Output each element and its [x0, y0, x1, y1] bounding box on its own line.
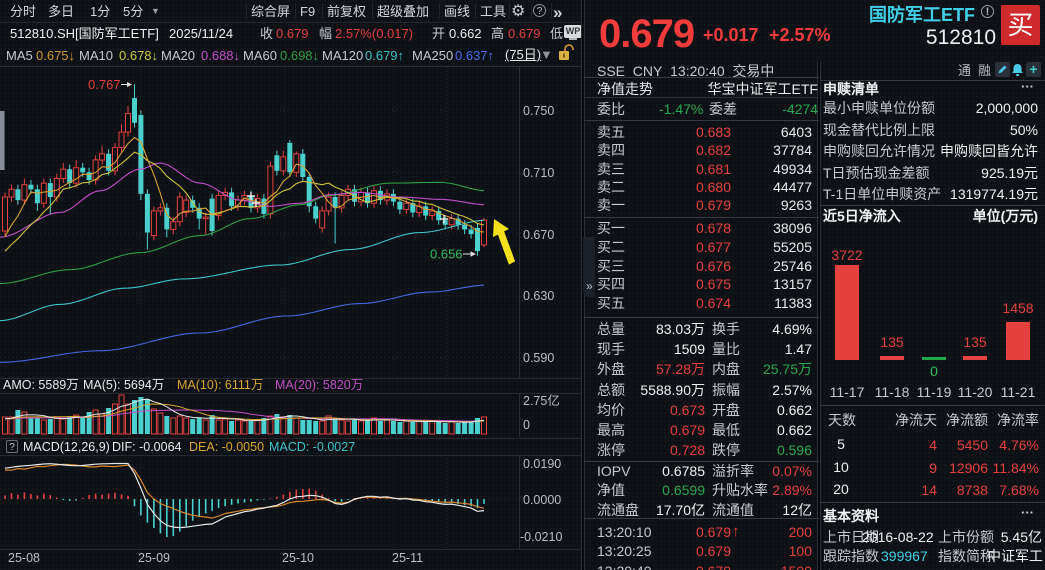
svg-text:0.767: 0.767 — [88, 77, 121, 92]
svg-text:0.656: 0.656 — [430, 247, 463, 262]
